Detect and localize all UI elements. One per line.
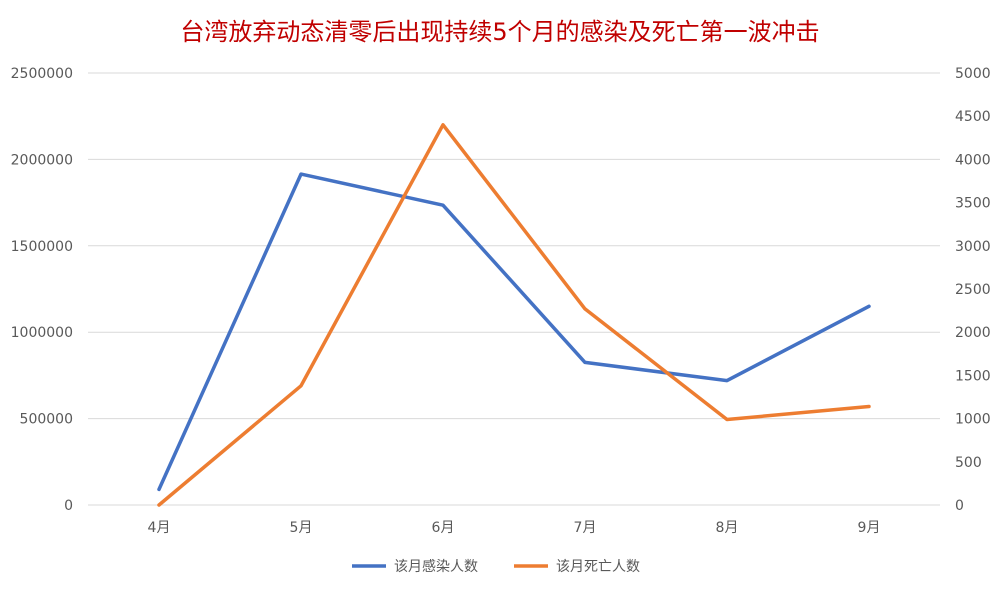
left-axis-tick-label: 2000000 bbox=[11, 152, 73, 168]
right-axis-tick-label: 1500 bbox=[955, 368, 991, 384]
x-axis-tick-label: 9月 bbox=[858, 520, 881, 536]
x-axis-tick-label: 5月 bbox=[290, 520, 313, 536]
data-point bbox=[583, 307, 587, 311]
legend-label: 该月感染人数 bbox=[394, 558, 478, 575]
x-axis-tick-label: 7月 bbox=[574, 520, 597, 536]
data-point bbox=[299, 172, 303, 176]
right-y-axis: 0 500 1000 1500 2000 2500 3000 3500 4000 4500 5000 bbox=[955, 66, 991, 514]
x-axis-tick-label: 6月 bbox=[432, 520, 455, 536]
chart-title: 台湾放弃动态清零后出现持续5个月的感染及死亡第一波冲击 bbox=[180, 18, 819, 46]
legend-label: 该月死亡人数 bbox=[556, 559, 640, 575]
series-line-2 bbox=[157, 123, 871, 507]
left-axis-tick-label: 500000 bbox=[20, 412, 73, 428]
right-axis-tick-label: 3000 bbox=[955, 239, 991, 255]
right-axis-tick-label: 1000 bbox=[955, 412, 991, 428]
right-axis-tick-label: 0 bbox=[955, 498, 964, 514]
gridlines bbox=[88, 72, 940, 506]
x-axis-tick-label: 4月 bbox=[148, 520, 171, 536]
data-point bbox=[725, 379, 729, 383]
left-axis-tick-label: 0 bbox=[64, 498, 73, 514]
right-axis-tick-label: 2500 bbox=[955, 282, 991, 298]
x-axis-tick-label: 8月 bbox=[716, 520, 739, 536]
right-axis-tick-label: 500 bbox=[955, 455, 982, 471]
left-axis-tick-label: 2500000 bbox=[11, 66, 73, 82]
left-axis-tick-label: 1500000 bbox=[11, 239, 73, 255]
data-point bbox=[867, 304, 871, 308]
data-point bbox=[725, 417, 729, 421]
series-line-1 bbox=[157, 172, 871, 492]
data-point bbox=[583, 360, 587, 364]
left-y-axis: 0 500000 1000000 1500000 2000000 2500000 bbox=[11, 66, 73, 514]
data-point bbox=[157, 487, 161, 491]
data-point bbox=[299, 384, 303, 388]
legend: 该月感染人数 该月死亡人数 bbox=[352, 558, 640, 575]
right-axis-tick-label: 4000 bbox=[955, 152, 991, 168]
series-lines bbox=[157, 123, 871, 507]
data-point bbox=[157, 503, 161, 507]
right-axis-tick-label: 4500 bbox=[955, 109, 991, 125]
data-point bbox=[867, 405, 871, 409]
data-point bbox=[441, 203, 445, 207]
right-axis-tick-label: 3500 bbox=[955, 196, 991, 212]
right-axis-tick-label: 5000 bbox=[955, 66, 991, 82]
x-axis: 4月 5月 6月 7月 8月 9月 bbox=[148, 520, 881, 536]
right-axis-tick-label: 2000 bbox=[955, 325, 991, 341]
left-axis-tick-label: 1000000 bbox=[11, 325, 73, 341]
data-point bbox=[441, 123, 445, 127]
